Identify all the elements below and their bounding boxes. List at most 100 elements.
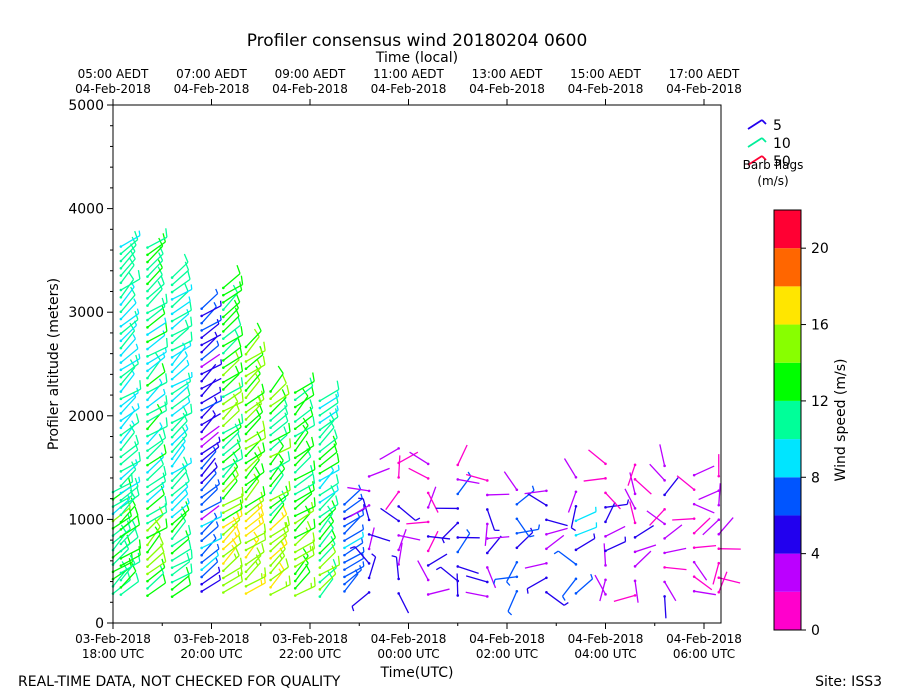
barb-shaft	[147, 313, 166, 328]
barb-dot	[426, 578, 430, 582]
barb-shaft	[634, 580, 639, 603]
barb-shaft	[546, 527, 568, 535]
barb-shaft	[147, 456, 164, 473]
barb-dot	[367, 591, 371, 594]
legend-barb-shaft	[747, 137, 763, 148]
wind-barb	[170, 412, 188, 439]
barb-shaft	[147, 425, 168, 437]
wind-barb	[222, 506, 243, 529]
barb-dot	[119, 564, 123, 567]
barb-flag	[349, 546, 356, 549]
barb-flag	[284, 412, 289, 422]
wind-barb	[570, 505, 578, 532]
barb-dot	[633, 579, 637, 583]
barb-shaft	[245, 474, 261, 493]
barb-dot	[222, 388, 225, 391]
barb-shaft	[120, 324, 137, 342]
barb-shaft	[427, 492, 439, 513]
barb-flag	[135, 343, 139, 349]
barb-column	[613, 463, 657, 603]
barb-dot	[170, 566, 174, 569]
barb-shaft	[344, 569, 362, 585]
barb-dot	[318, 435, 322, 439]
barb-dot	[574, 577, 578, 581]
barb-shaft	[486, 535, 502, 554]
barb-shaft	[487, 536, 510, 540]
barb-dot	[244, 534, 248, 537]
barb-dot	[170, 327, 174, 330]
barb-dot	[146, 347, 149, 351]
wind-barb	[293, 532, 316, 554]
barb-flag	[158, 378, 163, 384]
barb-flag	[311, 436, 315, 446]
barb-shaft	[398, 593, 410, 614]
barb-flag	[415, 517, 421, 522]
barb-dot	[146, 246, 149, 249]
barb-dot	[244, 468, 248, 472]
barb-shaft	[456, 573, 459, 596]
barb-dot	[244, 541, 248, 545]
barb-dot	[456, 594, 460, 597]
barb-dot	[170, 341, 174, 345]
barb-shaft	[147, 403, 168, 415]
wind-barb	[293, 406, 314, 431]
wind-barb	[119, 461, 137, 488]
barb-shaft	[664, 581, 677, 602]
barb-dot	[119, 310, 123, 314]
wind-barb	[222, 365, 240, 391]
barb-flag	[312, 474, 316, 484]
barb-flag	[165, 417, 168, 427]
barb-flag	[234, 423, 240, 433]
barb-dot	[119, 252, 123, 256]
wind-barb	[170, 386, 191, 410]
wind-barb	[435, 507, 460, 510]
barb-shaft	[575, 578, 593, 594]
barb-dot	[222, 380, 225, 384]
wind-barb	[244, 390, 265, 414]
barb-shaft	[120, 264, 135, 284]
barb-dot	[293, 420, 297, 423]
wind-barb	[627, 463, 637, 486]
barb-flag	[165, 293, 168, 303]
barb-shaft	[222, 480, 238, 499]
barb-dot	[604, 491, 607, 495]
barb-dot	[119, 470, 123, 473]
barb-flag	[131, 562, 137, 572]
barb-shaft	[120, 302, 137, 320]
wind-barb	[146, 429, 167, 452]
barb-shaft	[354, 546, 370, 564]
barb-shaft	[147, 330, 168, 343]
barb-shaft	[201, 363, 222, 375]
wind-barb	[146, 444, 167, 467]
barb-shaft	[120, 481, 141, 494]
wind-barb	[574, 506, 597, 523]
barb-dot	[170, 406, 174, 410]
barb-flag	[217, 566, 221, 572]
barb-dot	[222, 337, 225, 340]
barb-flag	[185, 424, 189, 430]
barb-dot	[146, 594, 149, 597]
barb-shaft	[201, 431, 219, 447]
barb-dot	[200, 452, 203, 455]
barb-dot	[170, 356, 174, 359]
barb-shaft	[120, 358, 141, 371]
wind-barb	[244, 466, 261, 494]
barb-dot	[515, 502, 519, 506]
barb-dot	[146, 579, 149, 583]
barb-dot	[244, 389, 248, 392]
wind-barb	[119, 546, 141, 567]
wind-barb	[170, 472, 190, 497]
barb-flag	[260, 347, 263, 353]
top-tick-date: 04-Feb-2018	[174, 82, 250, 96]
barb-dot	[146, 311, 149, 315]
barb-dot	[244, 345, 248, 349]
barb-dot	[170, 530, 174, 533]
barb-shaft	[270, 583, 291, 596]
barb-dot	[222, 431, 225, 435]
barb-dot	[146, 398, 149, 402]
wind-barb	[633, 525, 654, 539]
barb-shaft	[599, 579, 607, 602]
wind-barb	[698, 489, 721, 501]
barb-dot	[119, 412, 123, 415]
top-tick-date: 04-Feb-2018	[272, 82, 348, 96]
